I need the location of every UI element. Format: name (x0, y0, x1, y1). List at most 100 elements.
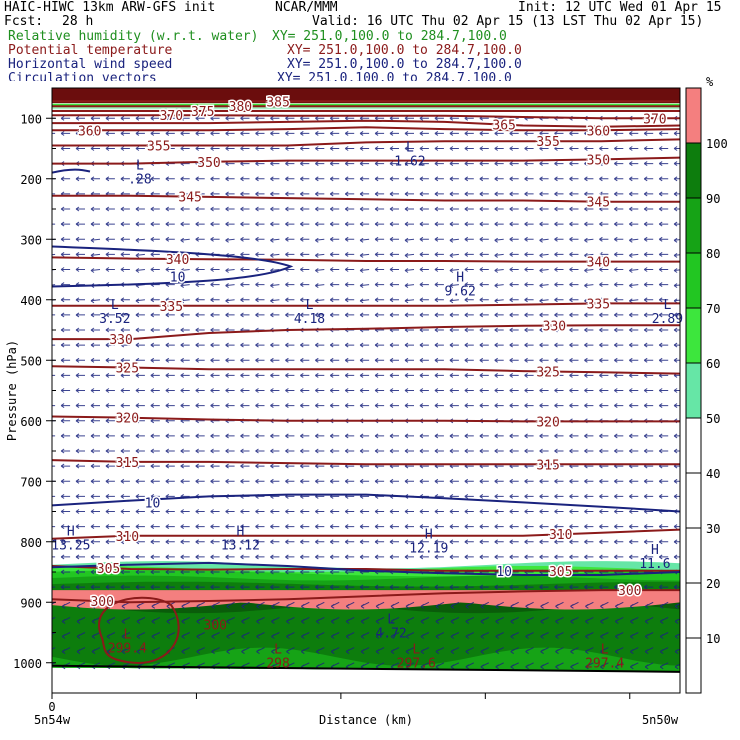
wind-vector (150, 463, 160, 469)
wind-vector (569, 206, 579, 212)
wind-vector (180, 115, 190, 121)
wind-vector (180, 342, 190, 348)
wind-vector (285, 236, 295, 242)
wind-vector (270, 161, 280, 167)
wind-vector (225, 268, 235, 273)
theta-label-320: 320 (536, 415, 559, 430)
colorbar-cell (686, 363, 701, 418)
theta-label-345: 345 (178, 191, 201, 206)
wind-vector (479, 267, 489, 272)
wind-vector (270, 312, 280, 318)
wind-vector (524, 357, 534, 363)
theta-isentrope-365 (52, 119, 680, 128)
wind-vector (180, 388, 190, 393)
wind-vector (195, 403, 205, 409)
wind-vector (479, 297, 489, 303)
wind-vector (495, 632, 504, 639)
wind-vector (315, 539, 325, 545)
wind-vector (643, 146, 654, 151)
wind-vector (329, 433, 340, 439)
theta-label-320: 320 (116, 412, 139, 427)
wind-vector (359, 524, 370, 530)
wind-vector (61, 616, 71, 624)
wind-vector (300, 539, 310, 545)
wind-vector (270, 342, 280, 348)
x-end-label-left: 5n54w (34, 713, 71, 727)
wind-vector (315, 524, 325, 530)
wind-vector (449, 312, 459, 318)
theta-isentrope-300 (52, 589, 680, 604)
wind-vector (240, 463, 250, 469)
wind-vector (434, 524, 444, 530)
wind-vector (465, 632, 475, 639)
wind-vector (479, 176, 489, 182)
wind-vector (569, 327, 579, 333)
wind-vector (315, 146, 325, 151)
wind-vector (614, 191, 624, 197)
wind-vector (599, 403, 609, 409)
wind-vector (509, 388, 519, 393)
wind-vector (643, 448, 654, 454)
wind-vector (479, 146, 489, 151)
wind-vector (464, 236, 474, 242)
wind-vector (344, 509, 355, 514)
wind-vector (614, 312, 624, 318)
wind-vector (494, 191, 504, 197)
wind-vector (494, 268, 504, 273)
wind-vector (524, 403, 534, 409)
wind-vector (180, 554, 190, 560)
wind-vector (165, 312, 175, 318)
wind-vector (539, 372, 549, 378)
wind-vector (599, 524, 609, 530)
wind-vector (599, 448, 609, 454)
wind-vector (135, 357, 145, 363)
wind-vector (434, 312, 444, 318)
wind-vector (255, 357, 265, 363)
wind-vector (105, 478, 115, 484)
wind-vector (674, 648, 680, 655)
wind-vector (75, 584, 85, 590)
wind-vector (554, 493, 564, 499)
wind-vector (75, 478, 85, 484)
wind-vector (614, 342, 624, 348)
wind-vector (479, 388, 489, 393)
wind-vector (329, 509, 340, 514)
wind-vector (374, 388, 385, 393)
wind-vector (434, 221, 444, 227)
wind-vector (584, 252, 594, 258)
wind-vector (300, 236, 310, 242)
wind-vector (165, 554, 175, 560)
wind-vector (389, 584, 399, 590)
wind-vector (285, 342, 295, 348)
wind-vector (240, 448, 250, 454)
wind-vector (60, 509, 71, 514)
wind-vector (60, 297, 71, 303)
wind-vector (255, 312, 265, 318)
center-L: L (111, 298, 119, 313)
wind-vector (181, 647, 190, 655)
wind-vector (569, 493, 579, 499)
wind-vector (479, 357, 489, 363)
wind-vector (105, 433, 115, 439)
wind-vector (494, 206, 504, 212)
center-value: 4.72 (375, 626, 406, 641)
wind-vector (135, 403, 145, 409)
wind-vector (404, 191, 414, 197)
wind-vector (181, 632, 190, 639)
y-tick-label: 400 (20, 294, 42, 308)
wind-vector (225, 342, 235, 348)
wind-vector (643, 282, 654, 288)
wind-vector (389, 372, 399, 378)
wind-vector (60, 176, 71, 182)
wind-vector (180, 206, 190, 212)
wind-vector (643, 539, 654, 545)
wind-vector (60, 524, 71, 530)
wind-vector (225, 403, 235, 409)
wind-vector (120, 130, 130, 136)
wind-vector (405, 647, 415, 655)
wind-vector (195, 372, 205, 378)
wind-vector (240, 236, 250, 242)
wind-vector (180, 130, 190, 136)
wind-vector (569, 433, 579, 439)
wind-vector (60, 206, 71, 212)
